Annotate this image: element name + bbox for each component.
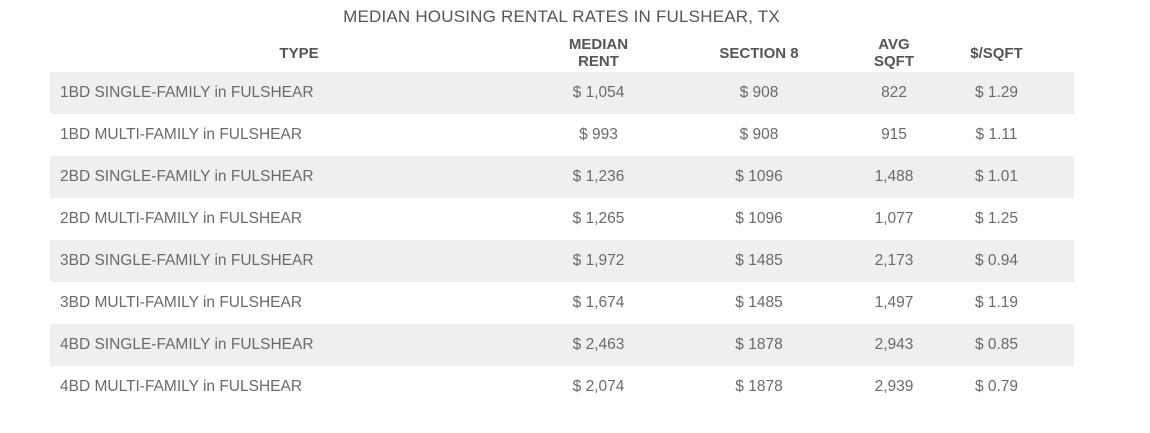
cell-section-8: $ 1485 bbox=[649, 282, 869, 324]
table-title: MEDIAN HOUSING RENTAL RATES IN FULSHEAR,… bbox=[343, 7, 780, 26]
cell-avg-sqft: 1,488 bbox=[869, 156, 919, 198]
cell-section-8: $ 1485 bbox=[649, 240, 869, 282]
table-header: TYPE MEDIAN RENT SECTION 8 AVG SQFT $/SQ… bbox=[50, 34, 1074, 72]
table-row: 4BD SINGLE-FAMILY in FULSHEAR $ 2,463 $ … bbox=[50, 324, 1074, 366]
table-body: 1BD SINGLE-FAMILY in FULSHEAR $ 1,054 $ … bbox=[50, 72, 1074, 408]
cell-type: 1BD SINGLE-FAMILY in FULSHEAR bbox=[50, 72, 548, 114]
cell-median-rent: $ 993 bbox=[548, 114, 649, 156]
column-header-avg-sqft: AVG SQFT bbox=[874, 36, 914, 70]
cell-section-8: $ 1878 bbox=[649, 366, 869, 408]
cell-price-per-sqft: $ 1.29 bbox=[919, 72, 1074, 114]
table-row: 2BD SINGLE-FAMILY in FULSHEAR $ 1,236 $ … bbox=[50, 156, 1074, 198]
table-row: 1BD MULTI-FAMILY in FULSHEAR $ 993 $ 908… bbox=[50, 114, 1074, 156]
rental-rates-table: TYPE MEDIAN RENT SECTION 8 AVG SQFT $/SQ… bbox=[50, 34, 1074, 408]
cell-type: 2BD SINGLE-FAMILY in FULSHEAR bbox=[50, 156, 548, 198]
cell-avg-sqft: 2,939 bbox=[869, 366, 919, 408]
table-row: 4BD MULTI-FAMILY in FULSHEAR $ 2,074 $ 1… bbox=[50, 366, 1074, 408]
cell-median-rent: $ 2,463 bbox=[548, 324, 649, 366]
cell-median-rent: $ 1,054 bbox=[548, 72, 649, 114]
cell-avg-sqft: 1,497 bbox=[869, 282, 919, 324]
cell-price-per-sqft: $ 0.85 bbox=[919, 324, 1074, 366]
cell-section-8: $ 1878 bbox=[649, 324, 869, 366]
cell-median-rent: $ 2,074 bbox=[548, 366, 649, 408]
cell-type: 3BD SINGLE-FAMILY in FULSHEAR bbox=[50, 240, 548, 282]
cell-type: 4BD MULTI-FAMILY in FULSHEAR bbox=[50, 366, 548, 408]
header-row: TYPE MEDIAN RENT SECTION 8 AVG SQFT $/SQ… bbox=[50, 34, 1074, 72]
cell-median-rent: $ 1,265 bbox=[548, 198, 649, 240]
column-header-type: TYPE bbox=[279, 44, 319, 62]
cell-type: 4BD SINGLE-FAMILY in FULSHEAR bbox=[50, 324, 548, 366]
cell-section-8: $ 1096 bbox=[649, 198, 869, 240]
table-row: 2BD MULTI-FAMILY in FULSHEAR $ 1,265 $ 1… bbox=[50, 198, 1074, 240]
cell-price-per-sqft: $ 1.01 bbox=[919, 156, 1074, 198]
cell-avg-sqft: 1,077 bbox=[869, 198, 919, 240]
cell-price-per-sqft: $ 1.19 bbox=[919, 282, 1074, 324]
cell-type: 2BD MULTI-FAMILY in FULSHEAR bbox=[50, 198, 548, 240]
table-row: 3BD SINGLE-FAMILY in FULSHEAR $ 1,972 $ … bbox=[50, 240, 1074, 282]
cell-type: 3BD MULTI-FAMILY in FULSHEAR bbox=[50, 282, 548, 324]
table-row: 3BD MULTI-FAMILY in FULSHEAR $ 1,674 $ 1… bbox=[50, 282, 1074, 324]
cell-section-8: $ 908 bbox=[649, 114, 869, 156]
cell-price-per-sqft: $ 0.79 bbox=[919, 366, 1074, 408]
table-row: 1BD SINGLE-FAMILY in FULSHEAR $ 1,054 $ … bbox=[50, 72, 1074, 114]
cell-avg-sqft: 822 bbox=[869, 72, 919, 114]
cell-type: 1BD MULTI-FAMILY in FULSHEAR bbox=[50, 114, 548, 156]
cell-section-8: $ 1096 bbox=[649, 156, 869, 198]
cell-avg-sqft: 2,943 bbox=[869, 324, 919, 366]
cell-avg-sqft: 915 bbox=[869, 114, 919, 156]
cell-avg-sqft: 2,173 bbox=[869, 240, 919, 282]
cell-price-per-sqft: $ 1.11 bbox=[919, 114, 1074, 156]
cell-price-per-sqft: $ 0.94 bbox=[919, 240, 1074, 282]
column-header-median-rent: MEDIAN RENT bbox=[568, 36, 629, 70]
cell-median-rent: $ 1,674 bbox=[548, 282, 649, 324]
column-header-section-8: SECTION 8 bbox=[719, 44, 799, 62]
cell-price-per-sqft: $ 1.25 bbox=[919, 198, 1074, 240]
cell-section-8: $ 908 bbox=[649, 72, 869, 114]
cell-median-rent: $ 1,236 bbox=[548, 156, 649, 198]
cell-median-rent: $ 1,972 bbox=[548, 240, 649, 282]
column-header-price-per-sqft: $/SQFT bbox=[970, 44, 1023, 62]
